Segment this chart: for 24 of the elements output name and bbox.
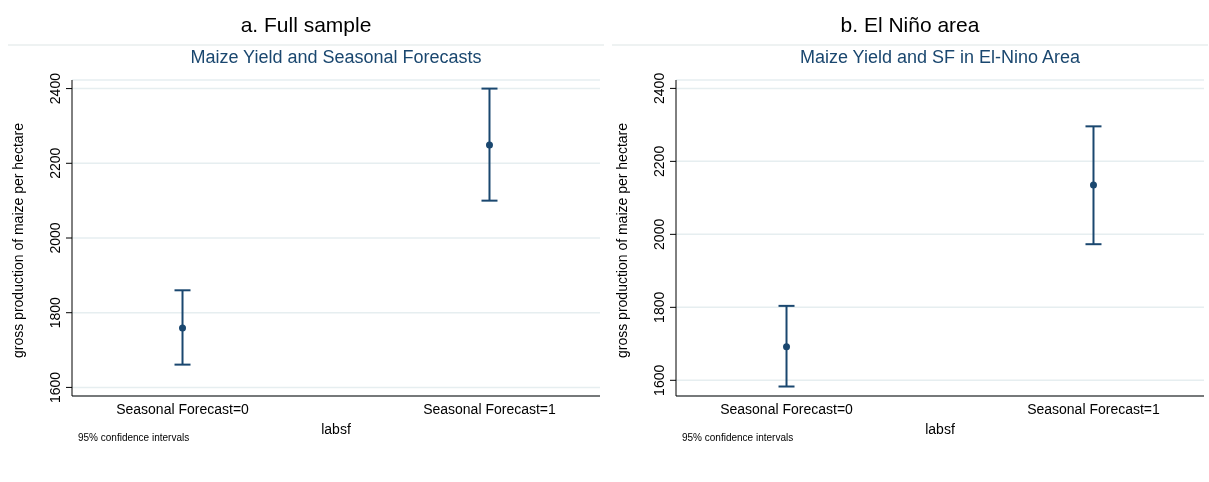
y-axis-title: gross production of maize per hectare bbox=[613, 122, 630, 358]
chart-title: b. El Niño area bbox=[839, 12, 981, 38]
y-tick-label: 2000 bbox=[651, 218, 667, 250]
y-axis-title: gross production of maize per hectare bbox=[9, 122, 26, 358]
x-tick-label: Seasonal Forecast=1 bbox=[1027, 400, 1161, 417]
y-tick-label: 1800 bbox=[47, 296, 63, 329]
x-tick-label: Seasonal Forecast=0 bbox=[116, 400, 250, 417]
x-tick-label: Seasonal Forecast=1 bbox=[423, 400, 557, 417]
y-tick-label: 2000 bbox=[47, 222, 63, 254]
x-axis-title: labsf bbox=[321, 421, 351, 437]
y-tick-label: 1600 bbox=[651, 364, 667, 396]
x-tick-label: Seasonal Forecast=0 bbox=[720, 400, 854, 417]
y-tick-label: 2200 bbox=[47, 147, 63, 179]
text: 95% confidence intervals bbox=[78, 432, 190, 443]
text: 95% confidence intervals bbox=[682, 432, 794, 443]
chart-subtitle: Maize Yield and Seasonal Forecasts bbox=[189, 46, 483, 67]
y-tick-label: 2400 bbox=[651, 72, 667, 104]
chart-subtitle: Maize Yield and SF in El-Nino Area bbox=[798, 46, 1082, 67]
x-axis-title: labsf bbox=[925, 421, 955, 437]
y-tick-label: 1600 bbox=[47, 371, 63, 403]
y-tick-label: 1800 bbox=[651, 291, 667, 323]
y-tick-label: 2400 bbox=[47, 72, 63, 105]
chart-title: a. Full sample bbox=[239, 12, 373, 38]
y-tick-label: 2200 bbox=[651, 145, 667, 177]
